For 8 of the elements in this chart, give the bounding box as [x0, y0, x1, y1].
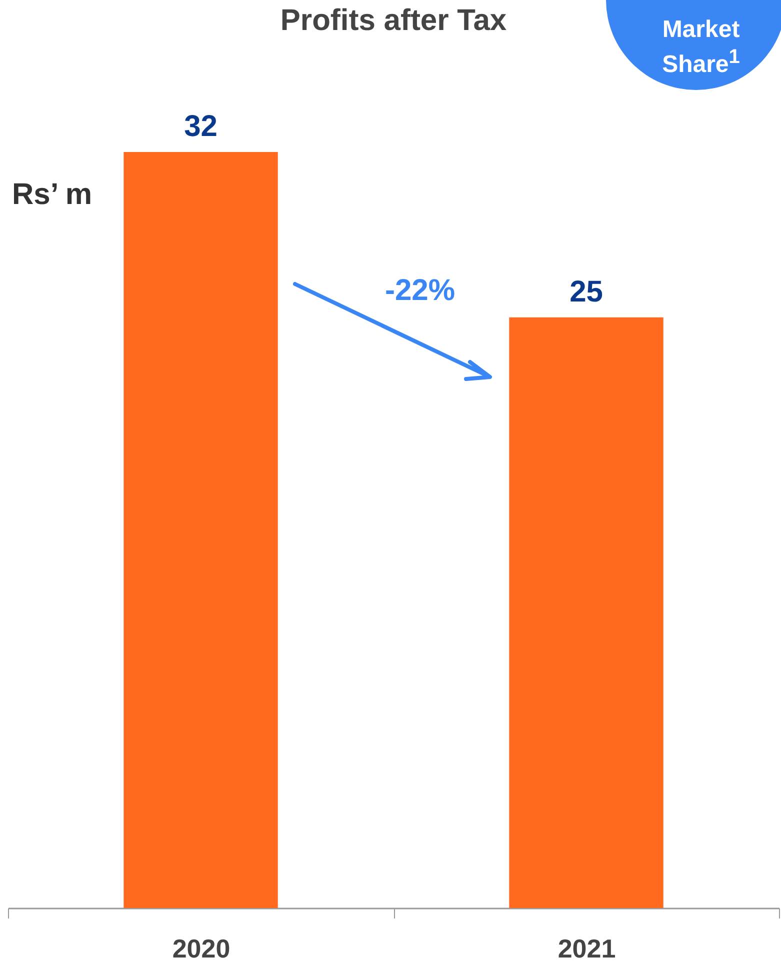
annotation: -22%: [385, 274, 456, 308]
data-label: 25: [570, 275, 603, 308]
x-tick-label: 2020: [172, 934, 230, 964]
y-axis-title: Rs’ m: [12, 178, 92, 212]
text: Market Share$^{1}$: [661, 16, 741, 80]
chart-title: Profits after Tax: [280, 4, 507, 37]
data-label: 32: [184, 110, 218, 143]
x-tick-label: 2021: [558, 934, 616, 964]
